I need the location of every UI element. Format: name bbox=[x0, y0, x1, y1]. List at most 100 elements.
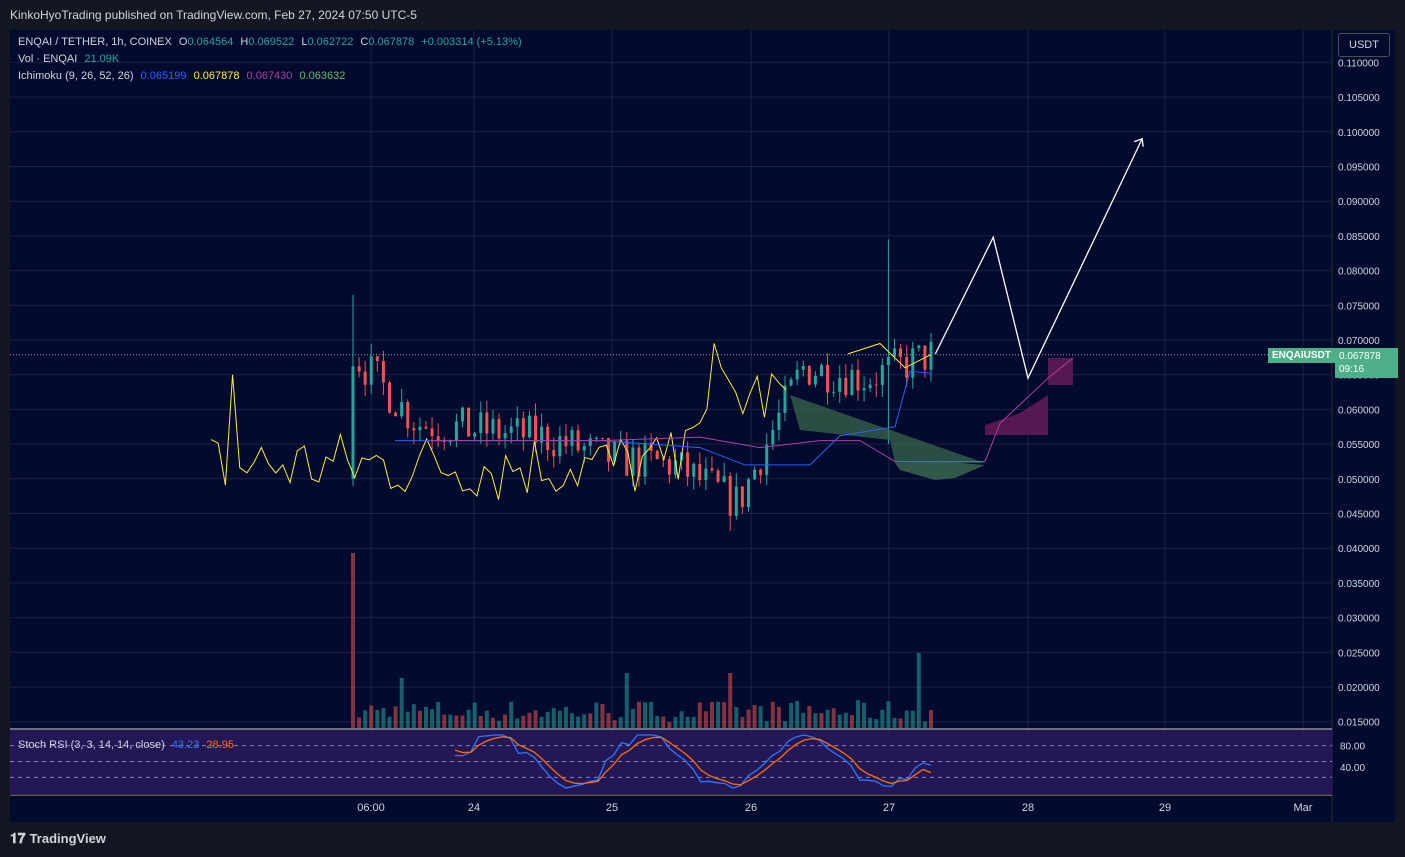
y-tick-label: 0.035000 bbox=[1338, 579, 1380, 590]
volume-bar bbox=[442, 714, 447, 728]
y-tick-label: 0.070000 bbox=[1338, 336, 1380, 347]
projection-path bbox=[934, 138, 1143, 381]
volume-bar bbox=[509, 701, 514, 728]
x-tick-label: Mar bbox=[1294, 802, 1313, 814]
last-price: 0.067878 bbox=[1339, 351, 1381, 362]
volume-bar bbox=[825, 709, 830, 728]
candle-body bbox=[448, 440, 452, 442]
candle-body bbox=[783, 385, 787, 413]
volume-bar bbox=[661, 716, 666, 728]
y-tick-label: 0.040000 bbox=[1338, 544, 1380, 555]
volume-bar bbox=[533, 710, 538, 728]
volume-bar bbox=[831, 708, 836, 728]
kumo-cloud-bear bbox=[985, 358, 1073, 435]
volume-bar bbox=[904, 710, 909, 728]
volume-bar bbox=[539, 716, 544, 728]
volume-bar bbox=[630, 708, 635, 728]
stoch-panel-bg bbox=[10, 730, 1332, 795]
low-label: L bbox=[301, 36, 308, 48]
close-value: 0.067878 bbox=[368, 36, 415, 48]
volume-bar bbox=[515, 718, 520, 728]
candle-body bbox=[607, 438, 611, 462]
candle-body bbox=[655, 450, 659, 460]
symbol-name: ENQAI / TETHER, 1h, COINEX bbox=[18, 36, 172, 48]
volume-bar bbox=[795, 701, 800, 728]
candle-body bbox=[759, 469, 763, 476]
candle-body bbox=[485, 412, 489, 434]
volume-bar bbox=[782, 721, 787, 728]
candle-body bbox=[436, 436, 440, 441]
base-line bbox=[430, 357, 1074, 462]
volume-bar bbox=[369, 705, 374, 728]
tradingview-footer[interactable]: 𝟏𝟕 TradingView bbox=[10, 830, 106, 847]
candle-body bbox=[850, 369, 854, 396]
last-price-tag: 0.067878 09:16 bbox=[1335, 348, 1398, 378]
candle-body bbox=[892, 348, 896, 357]
volume-bar bbox=[576, 716, 581, 728]
publish-text: KinkoHyoTrading published on TradingView… bbox=[10, 8, 417, 22]
candle-body bbox=[746, 479, 750, 508]
y-tick-label: 0.095000 bbox=[1338, 163, 1380, 174]
candle-body bbox=[771, 429, 775, 445]
candle-body bbox=[491, 418, 495, 434]
volume-bar bbox=[770, 701, 775, 728]
volume-bar bbox=[448, 714, 453, 728]
volume-bar bbox=[399, 678, 404, 728]
candle-body bbox=[588, 438, 592, 446]
candle-body bbox=[868, 384, 872, 389]
ichimoku-v2: 0.067878 bbox=[193, 70, 240, 82]
brand-name: TradingView bbox=[29, 831, 106, 846]
volume-bar bbox=[709, 701, 714, 728]
candle-body bbox=[613, 441, 617, 462]
volume-bar bbox=[363, 710, 368, 728]
y-tick-label: 0.050000 bbox=[1338, 475, 1380, 486]
candle-body bbox=[667, 459, 671, 475]
candle-body bbox=[838, 377, 842, 392]
volume-bar bbox=[886, 701, 891, 728]
volume-bar bbox=[655, 715, 660, 728]
candle-body bbox=[734, 486, 738, 516]
candle-body bbox=[600, 437, 604, 439]
candle-body bbox=[558, 436, 562, 457]
candle-body bbox=[521, 418, 525, 438]
volume-bar bbox=[819, 713, 824, 728]
x-tick-label: 26 bbox=[745, 802, 757, 814]
volume-bar bbox=[667, 721, 672, 728]
stoch-legend: Stoch RSI (3, 3, 14, 14, close) 43.23 28… bbox=[18, 739, 238, 751]
candle-body bbox=[375, 356, 379, 362]
volume-bar bbox=[922, 721, 927, 728]
volume-bar bbox=[430, 709, 435, 728]
candle-body bbox=[673, 460, 677, 475]
candle-body bbox=[357, 366, 361, 372]
candle-body bbox=[546, 426, 550, 451]
y-tick-label: 0.080000 bbox=[1338, 267, 1380, 278]
volume-bar bbox=[600, 703, 605, 728]
volume-bar bbox=[649, 702, 654, 728]
volume-bar bbox=[910, 710, 915, 728]
volume-bar bbox=[855, 700, 860, 728]
volume-bar bbox=[594, 702, 599, 728]
candle-body bbox=[479, 412, 483, 434]
tradingview-logo-icon: 𝟏𝟕 bbox=[10, 830, 26, 846]
currency-button[interactable]: USDT bbox=[1338, 33, 1390, 57]
candle-body bbox=[710, 468, 714, 471]
stoch-label: Stoch RSI (3, 3, 14, 14, close) bbox=[18, 739, 165, 751]
candle-body bbox=[911, 348, 915, 378]
candle-body bbox=[832, 391, 836, 393]
symbol-legend: ENQAI / TETHER, 1h, COINEX O0.064564 H0.… bbox=[18, 36, 526, 48]
volume-bar bbox=[545, 711, 550, 728]
chart-panel[interactable] bbox=[10, 30, 1395, 822]
low-value: 0.062722 bbox=[307, 36, 354, 48]
candle-body bbox=[351, 366, 355, 479]
volume-bar bbox=[490, 717, 495, 728]
candle-body bbox=[643, 442, 647, 477]
y-tick-label: 0.045000 bbox=[1338, 510, 1380, 521]
candle-body bbox=[467, 407, 471, 437]
high-label: H bbox=[240, 36, 249, 48]
volume-bar bbox=[636, 701, 641, 728]
ichimoku-v1: 0.065199 bbox=[140, 70, 187, 82]
volume-bar bbox=[460, 715, 465, 728]
candle-body bbox=[400, 402, 404, 417]
candle-body bbox=[363, 371, 367, 385]
